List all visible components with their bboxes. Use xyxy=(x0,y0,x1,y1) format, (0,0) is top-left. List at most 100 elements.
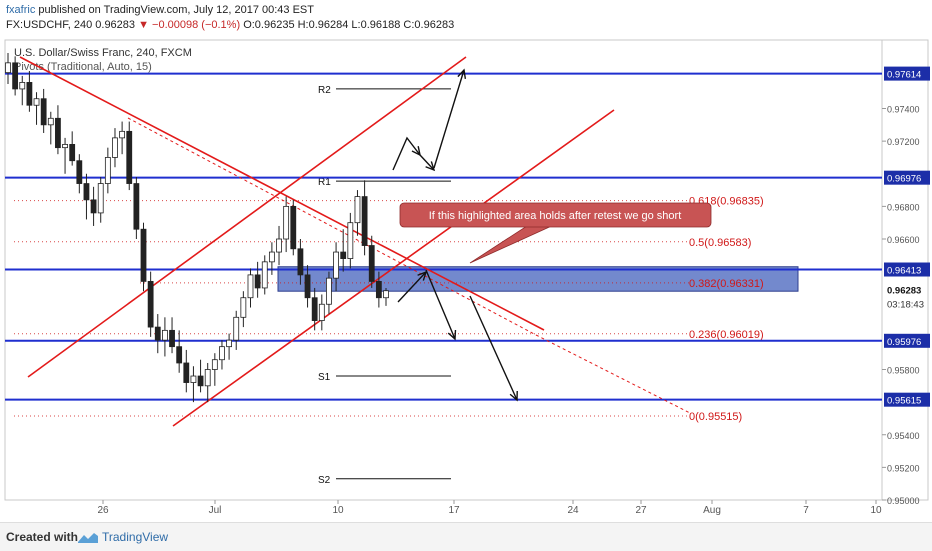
candle-body xyxy=(69,143,76,162)
candle-body xyxy=(204,369,211,387)
candle-body xyxy=(261,261,268,289)
candle xyxy=(176,330,183,373)
arrow-path xyxy=(433,69,465,169)
candle xyxy=(311,287,318,331)
candle-body xyxy=(233,316,240,341)
candle-body xyxy=(197,375,204,387)
candle-body xyxy=(283,205,290,240)
candle xyxy=(154,314,161,354)
candle xyxy=(40,88,47,133)
candle-body xyxy=(383,290,389,299)
candle xyxy=(62,137,68,174)
publish-line: fxafric published on TradingView.com, Ju… xyxy=(6,4,314,16)
candle-body xyxy=(304,274,311,299)
candle-body xyxy=(169,329,175,348)
publish-header: fxafric published on TradingView.com, Ju… xyxy=(0,0,932,36)
last-price: 0.96283 xyxy=(95,19,136,31)
candle-body xyxy=(333,251,339,279)
candle xyxy=(83,173,90,220)
candle-body xyxy=(40,98,47,126)
y-tick-label: 0.95000 xyxy=(887,496,920,506)
arrow-path xyxy=(392,136,421,171)
candle xyxy=(368,235,375,288)
trendline xyxy=(535,334,691,414)
level-price-badge: 0.97614 xyxy=(884,66,930,81)
candle-body xyxy=(326,277,332,305)
candle xyxy=(147,271,154,337)
y-tick-label: 0.97400 xyxy=(887,105,920,115)
candle xyxy=(297,239,304,285)
y-tick-label: 0.95800 xyxy=(887,366,920,376)
x-tick-label: 17 xyxy=(448,505,460,516)
candle xyxy=(55,105,61,155)
price-chart[interactable]: U.S. Dollar/Swiss Franc, 240, FXCM Pivots… xyxy=(0,36,932,522)
projection-arrow xyxy=(425,269,457,341)
candle xyxy=(347,212,354,269)
chart-area[interactable]: U.S. Dollar/Swiss Franc, 240, FXCM Pivots… xyxy=(0,36,932,522)
y-tick-label: 0.97200 xyxy=(887,137,920,147)
candle xyxy=(268,242,275,275)
ohlc-values: O:0.96235 H:0.96284 L:0.96188 C:0.96283 xyxy=(243,19,455,31)
candle-body xyxy=(219,346,225,361)
candle-body xyxy=(140,228,147,282)
candle xyxy=(304,265,311,308)
candle-body xyxy=(254,274,261,289)
candle-body xyxy=(62,143,68,149)
y-tick-label: 0.95400 xyxy=(887,431,920,441)
candle-body xyxy=(47,117,54,126)
candle-body xyxy=(12,62,19,90)
candle-body xyxy=(318,303,325,321)
highlight-zone xyxy=(277,266,799,292)
level-price-badge: 0.96976 xyxy=(884,170,930,185)
callout-text: If this highlighted area holds after ret… xyxy=(429,210,682,222)
fib-level-label: 0(0.95515) xyxy=(689,411,742,423)
bar-countdown: 03:18:43 xyxy=(887,300,924,311)
candle xyxy=(254,261,261,298)
candle xyxy=(133,177,140,240)
callout-box xyxy=(399,202,712,228)
candle-body xyxy=(104,157,111,184)
candle xyxy=(140,222,147,292)
candle-body xyxy=(90,199,97,214)
candle xyxy=(33,92,40,125)
author-link[interactable]: fxafric xyxy=(6,4,36,16)
x-tick-label: 10 xyxy=(870,505,882,516)
candle xyxy=(333,242,339,292)
candle-body xyxy=(147,281,154,328)
trendline xyxy=(19,56,545,331)
candle xyxy=(219,340,225,370)
candle-body xyxy=(83,183,90,201)
badge-value: 0.97614 xyxy=(887,70,921,81)
candle xyxy=(276,225,282,266)
down-arrow-icon: ▼ xyxy=(138,19,149,31)
candle-body xyxy=(340,251,347,259)
chart-title: U.S. Dollar/Swiss Franc, 240, FXCM xyxy=(14,47,192,59)
candle xyxy=(47,111,54,145)
badge-bg xyxy=(884,392,930,407)
projection-arrow xyxy=(397,270,428,303)
candle xyxy=(204,362,211,403)
tradingview-brand[interactable]: TradingView xyxy=(102,530,169,544)
candle xyxy=(12,56,19,96)
x-tick-label: Aug xyxy=(703,505,721,516)
candle xyxy=(354,190,361,236)
trendline xyxy=(127,117,537,336)
x-tick-label: 24 xyxy=(567,505,579,516)
candle xyxy=(119,121,126,155)
projection-arrow xyxy=(469,295,518,402)
candle xyxy=(90,186,97,226)
candle xyxy=(197,359,204,393)
created-with-label: Created with xyxy=(6,530,79,544)
candle xyxy=(211,353,218,386)
y-tick-label: 0.96800 xyxy=(887,202,920,212)
x-tick-label: 26 xyxy=(97,505,109,516)
badge-bg xyxy=(884,333,930,348)
candle-body xyxy=(268,251,275,263)
arrow-path xyxy=(419,154,435,171)
candle xyxy=(69,131,76,166)
arrowhead xyxy=(447,329,457,341)
candle xyxy=(190,366,197,403)
x-tick-label: 27 xyxy=(635,505,647,516)
badge-value: 0.96413 xyxy=(887,266,921,277)
x-tick-label: Jul xyxy=(209,505,222,516)
